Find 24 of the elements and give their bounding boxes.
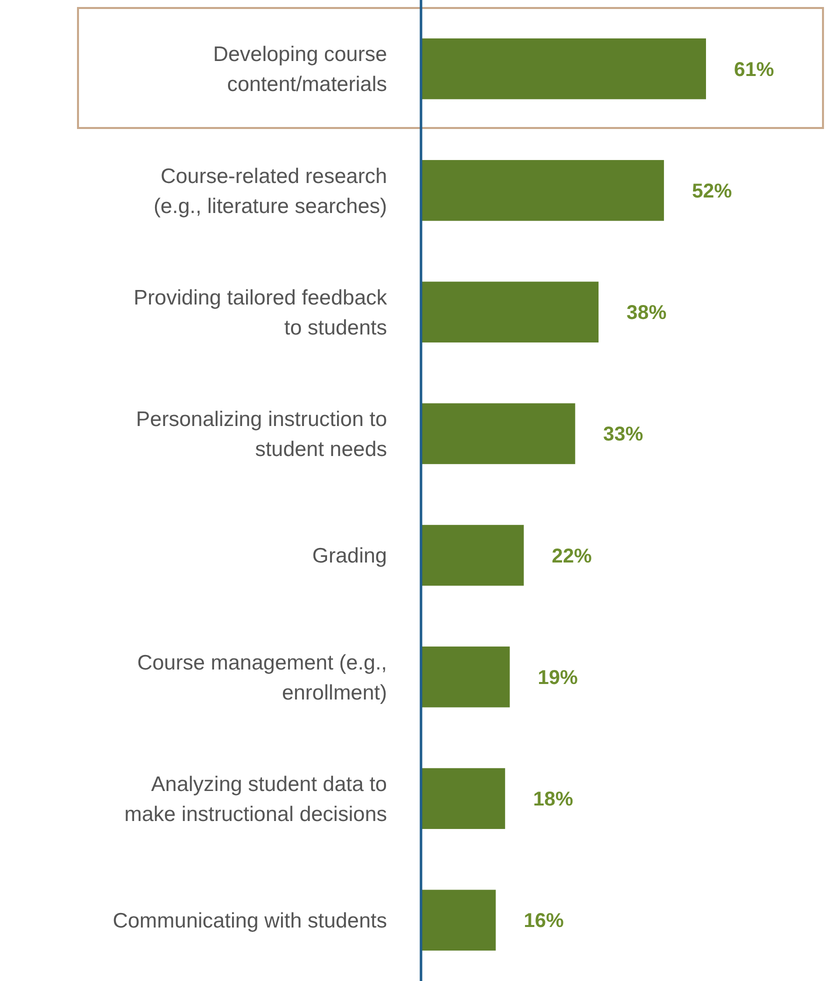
data-label: 52% [692,180,732,202]
y-tick-label: Grading [312,544,387,568]
data-label: 38% [626,302,667,324]
data-label: 33% [603,424,644,446]
y-tick-label: Providing tailored feedback to students [134,286,388,340]
bar [421,890,496,951]
data-label: 16% [524,910,564,932]
data-label: 19% [538,666,578,689]
y-tick-label: Analyzing student data to make instructional decisions [124,772,387,826]
y-tick-label: Course-related research (e.g., literature searches) [154,164,387,218]
y-tick-label: Communicating with students [112,910,387,933]
data-label: 18% [533,788,574,811]
bar [421,646,510,708]
bar [421,768,506,829]
data-label: 61% [734,58,774,81]
bar [421,403,576,464]
y-tick-label: Course management (e.g., enrollment) [137,651,387,704]
y-tick-label: Personalizing instruction to student needs [136,408,387,462]
bar [421,160,664,221]
bar [421,38,706,100]
y-tick-label: Developing course content/materials [213,43,387,96]
bar [421,282,599,342]
data-label: 22% [552,545,592,568]
bar [421,524,524,586]
